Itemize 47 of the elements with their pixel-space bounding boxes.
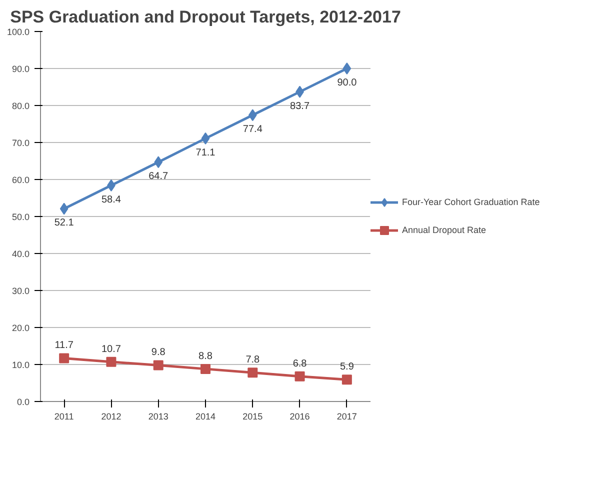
data-label: 52.1	[54, 218, 74, 229]
x-tick-label: 2011	[54, 412, 74, 422]
x-tick-label: 2013	[148, 412, 168, 422]
point	[60, 202, 68, 215]
point	[294, 371, 305, 382]
point	[59, 353, 70, 364]
point	[153, 360, 164, 370]
chart-title: SPS Graduation and Dropout Targets, 2012-2017	[10, 8, 401, 26]
data-label: 11.7	[54, 340, 74, 352]
data-label: 71.1	[196, 147, 216, 158]
data-label: 10.7	[101, 344, 122, 355]
point	[248, 368, 258, 378]
point	[154, 156, 163, 168]
data-label: 9.8	[151, 347, 166, 358]
data-label: 5.9	[340, 362, 354, 373]
y-tick-label: 30.0	[12, 286, 30, 296]
point	[248, 109, 257, 122]
data-label: 77.4	[242, 124, 263, 136]
x-tick-label: 2015	[242, 412, 263, 422]
y-tick-label: 50.0	[12, 212, 30, 222]
point	[201, 132, 210, 144]
y-tick-label: 60.0	[12, 175, 30, 185]
legend-label: Four-Year Cohort Graduation Rate	[402, 197, 540, 207]
x-tick-label: 2014	[195, 412, 216, 422]
y-tick-label: 80.0	[12, 101, 30, 111]
y-tick-label: 40.0	[12, 249, 30, 259]
legend-label: Annual Dropout Rate	[402, 225, 486, 235]
point	[342, 374, 352, 385]
data-label: 7.8	[246, 354, 260, 366]
y-tick-label: 90.0	[12, 64, 30, 74]
data-label: 8.8	[198, 350, 213, 362]
y-tick-label: 70.0	[12, 138, 30, 148]
point	[342, 62, 352, 74]
x-tick-label: 2017	[336, 412, 357, 422]
point	[106, 356, 116, 367]
y-tick-label: 20.0	[12, 323, 30, 333]
x-tick-label: 2012	[101, 412, 122, 422]
data-label: 83.7	[290, 100, 310, 112]
y-tick-label: 100.0	[6, 27, 30, 37]
x-tick-label: 2016	[290, 412, 310, 422]
data-label: 64.7	[148, 171, 169, 182]
point	[200, 364, 210, 374]
y-tick-label: 10.0	[12, 360, 30, 370]
data-label: 6.8	[292, 358, 308, 370]
data-label: 58.4	[101, 194, 122, 206]
y-tick-label: 0.0	[16, 397, 30, 407]
data-label: 90.0	[337, 78, 358, 88]
